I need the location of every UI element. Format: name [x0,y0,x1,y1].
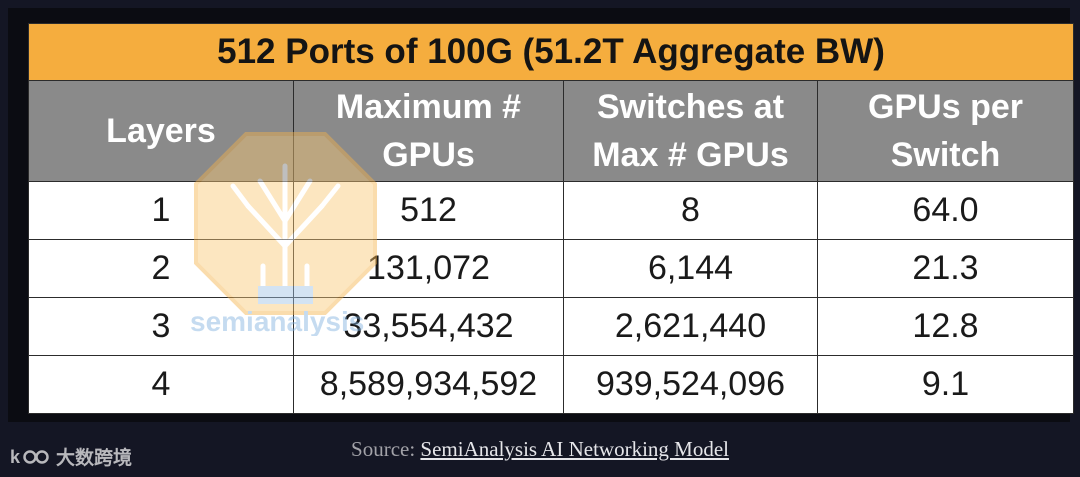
header-switches-line2: Max # GPUs [592,136,789,174]
cell-switches: 6,144 [563,239,818,298]
logo-text: 大数跨境 [56,448,133,469]
header-max-gpus-line2: GPUs [382,136,475,174]
header-row: Layers Maximum # GPUs Switches at Max # … [28,80,1075,182]
cell-max-gpus: 131,072 [293,239,564,298]
svg-text:k: k [10,447,21,467]
ports-table: 512 Ports of 100G (51.2T Aggregate BW) L… [27,23,1075,414]
cell-switches: 2,621,440 [563,297,818,356]
kr-logo-icon: k [10,447,49,467]
title-row: 512 Ports of 100G (51.2T Aggregate BW) [27,23,1075,81]
cell-max-gpus: 33,554,432 [293,297,564,356]
table-row: 1 512 8 64.0 [28,181,1075,240]
table-row: 3 33,554,432 2,621,440 12.8 [28,297,1075,356]
cell-gpus-per-switch: 12.8 [816,297,1075,356]
header-layers: Layers [28,80,294,182]
header-max-gpus-line1: Maximum # [335,88,522,126]
header-max-gpus: Maximum # GPUs [293,80,564,182]
cell-gpus-per-switch: 64.0 [816,181,1075,240]
cell-layers: 4 [28,355,294,414]
header-switches: Switches at Max # GPUs [563,80,818,182]
cell-switches: 939,524,096 [563,355,818,414]
header-gpus-per-switch-line2: Switch [890,136,1001,174]
table-frame: 512 Ports of 100G (51.2T Aggregate BW) L… [8,8,1075,422]
table-title: 512 Ports of 100G (51.2T Aggregate BW) [27,23,1075,81]
cell-switches: 8 [563,181,818,240]
source-prefix: Source: [351,437,421,461]
header-gpus-per-switch-line1: GPUs per [868,88,1023,126]
logo: k 大数跨境 [10,443,132,470]
header-switches-line1: Switches at [596,88,785,126]
cell-layers: 2 [28,239,294,298]
header-gpus-per-switch: GPUs per Switch [816,80,1075,182]
cell-max-gpus: 512 [293,181,564,240]
cell-gpus-per-switch: 21.3 [816,239,1075,298]
table-row: 4 8,589,934,592 939,524,096 9.1 [28,355,1075,414]
header-layers-label: Layers [106,112,216,150]
source-link[interactable]: SemiAnalysis AI Networking Model [420,437,729,461]
cell-gpus-per-switch: 9.1 [816,355,1075,414]
source-caption: Source: SemiAnalysis AI Networking Model [0,437,1080,462]
table-row: 2 131,072 6,144 21.3 [28,239,1075,298]
cell-layers: 1 [28,181,294,240]
cell-layers: 3 [28,297,294,356]
cell-max-gpus: 8,589,934,592 [293,355,564,414]
